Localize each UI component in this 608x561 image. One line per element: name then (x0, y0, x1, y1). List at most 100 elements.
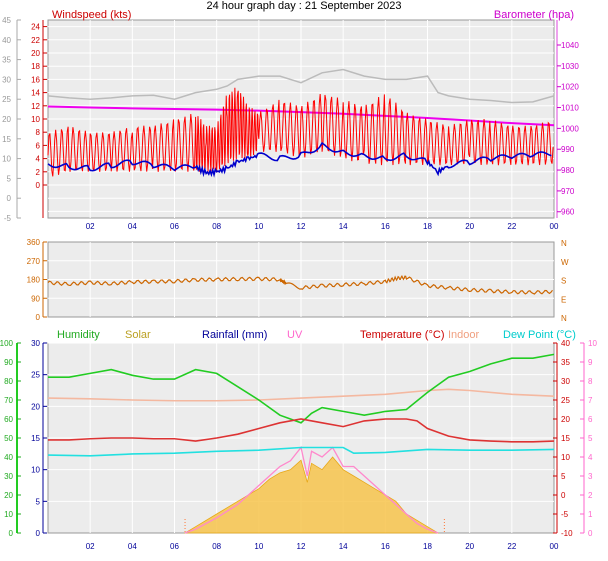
humidity-tick-label: 80 (4, 377, 13, 386)
humidity-tick-label: 10 (4, 510, 13, 519)
outer-tick-label: 25 (2, 95, 11, 104)
weather-panel: Humidity Solar Rainfall (mm) UV Temperat… (0, 329, 597, 551)
humidity-tick-label: 100 (0, 339, 14, 348)
wind-baro-grid (48, 20, 554, 218)
humidity-tick-label: 60 (4, 415, 13, 424)
windspeed-tick-label: 16 (31, 75, 40, 84)
uv-tick-label: 5 (588, 434, 593, 443)
indoor-line (47, 388, 555, 402)
humidity-tick-label: 90 (4, 358, 13, 367)
humidity-tick-label: 70 (4, 396, 13, 405)
x-tick-label: 20 (465, 542, 474, 551)
humidity-tick-label: 30 (4, 472, 13, 481)
temperature-tick-label: -10 (561, 529, 573, 538)
uv-tick-label: 4 (588, 453, 593, 462)
windspeed-tick-label: 14 (31, 89, 40, 98)
barometer-tick-label: 990 (561, 145, 575, 154)
temperature-tick-label: 25 (561, 396, 570, 405)
x-tick-label: 18 (423, 542, 432, 551)
humidity-line (48, 353, 555, 424)
uv-tick-label: 0 (588, 529, 593, 538)
uv-tick-label: 8 (588, 377, 593, 386)
rainfall-tick-label: 15 (31, 434, 40, 443)
uv-tick-label: 3 (588, 472, 593, 481)
barometer-tick-label: 1000 (561, 124, 579, 133)
barometer-tick-label: 1040 (561, 41, 579, 50)
windspeed-tick-label: 6 (36, 141, 41, 150)
rainfall-tick-label: 25 (31, 371, 40, 380)
temperature-tick-label: 40 (561, 339, 570, 348)
barometer-ticks: 1040 1030 1020 1010 1000 990 980 970 960 (557, 41, 579, 217)
outer-tick-label: 35 (2, 56, 11, 65)
indoor-label: Indoor (448, 329, 480, 341)
x-tick-label: 08 (212, 222, 221, 231)
x-tick-label: 22 (507, 222, 516, 231)
barometer-tick-label: 960 (561, 208, 575, 217)
windspeed-line (47, 87, 554, 177)
barometer-tick-label: 1020 (561, 83, 579, 92)
x-tick-label: 00 (550, 542, 559, 551)
x-tick-label: 04 (128, 222, 137, 231)
compass-label: S (561, 277, 566, 286)
windspeed-label: Windspeed (kts) (52, 9, 131, 21)
direction-tick-label: 90 (31, 294, 40, 303)
dewpoint-label: Dew Point (°C) (503, 329, 576, 341)
rainfall-tick-label: 30 (31, 339, 40, 348)
temperature-tick-label: 0 (561, 491, 566, 500)
direction-series (47, 275, 553, 295)
temperature-tick-label: 5 (561, 472, 566, 481)
x-tick-label: 02 (86, 222, 95, 231)
solar-label: Solar (125, 329, 151, 341)
rainfall-tick-label: 0 (36, 529, 41, 538)
temperature-tick-label: 10 (561, 453, 570, 462)
dewpoint-line (47, 446, 555, 457)
temperature-tick-label: 30 (561, 377, 570, 386)
temperature-ticks: 40 35 30 25 20 15 10 5 0 -5 -10 (553, 339, 573, 538)
outer-tick-label: -5 (4, 214, 12, 223)
x-tick-label: 02 (86, 542, 95, 551)
x-tick-label: 10 (254, 222, 263, 231)
outer-tick-label: 30 (2, 75, 11, 84)
direction-tick-label: 180 (27, 276, 41, 285)
windspeed-tick-label: 18 (31, 62, 40, 71)
x-tick-label: 04 (128, 542, 137, 551)
x-tick-label: 18 (423, 222, 432, 231)
x-tick-label: 10 (254, 542, 263, 551)
wind-baro-panel: Windspeed (kts) Barometer (hpa) 45403530… (2, 9, 579, 231)
compass-label: E (561, 295, 566, 304)
chart-title: 24 hour graph day : 21 September 2023 (206, 0, 401, 12)
compass-label: N (561, 314, 567, 323)
x-tick-label: 06 (170, 222, 179, 231)
compass-labels: N W SE N (561, 239, 569, 323)
rainfall-tick-label: 20 (31, 402, 40, 411)
outer-ticks: 45 40 35 30 25 20 15 10 5 0 -5 (2, 16, 21, 223)
uv-label: UV (287, 329, 303, 341)
windspeed-tick-label: 0 (36, 181, 41, 190)
outer-tick-label: 40 (2, 36, 11, 45)
x-tick-label: 12 (297, 542, 306, 551)
uv-tick-label: 6 (588, 415, 593, 424)
uv-tick-label: 7 (588, 396, 593, 405)
uv-tick-label: 2 (588, 491, 593, 500)
humidity-tick-label: 50 (4, 434, 13, 443)
outer-tick-label: 20 (2, 115, 11, 124)
x-tick-label: 14 (339, 222, 348, 231)
temperature-tick-label: 35 (561, 358, 570, 367)
temperature-tick-label: -5 (561, 510, 569, 519)
x-tick-label: 06 (170, 542, 179, 551)
wind-baro-x-ticks: 02 04 06 08 10 12 14 16 18 20 22 00 (86, 222, 559, 231)
direction-line (47, 275, 553, 295)
temperature-tick-label: 15 (561, 434, 570, 443)
uv-tick-label: 9 (588, 358, 593, 367)
windspeed-tick-label: 4 (36, 155, 41, 164)
barometer-tick-label: 1030 (561, 62, 579, 71)
gust-10min-line (47, 68, 555, 104)
outer-tick-label: 15 (2, 135, 11, 144)
windspeed-tick-label: 8 (36, 128, 41, 137)
uv-tick-label: 1 (588, 510, 593, 519)
uv-line (184, 446, 439, 534)
